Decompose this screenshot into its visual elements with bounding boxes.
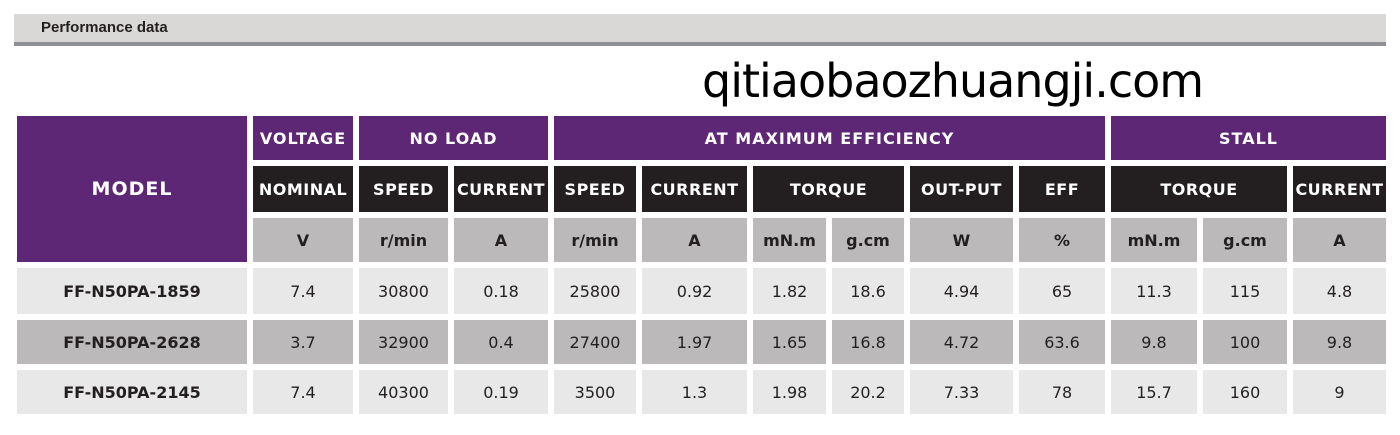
table-cell: 0.19 [454,370,548,414]
unit-cell: A [454,218,548,262]
sub-current: CURRENT [454,166,548,212]
table-cell: 4.72 [910,320,1013,364]
table-cell: 40300 [359,370,448,414]
unit-cell: W [910,218,1013,262]
unit-cell: r/min [554,218,636,262]
table-cell: 16.8 [832,320,904,364]
table-cell: 9.8 [1111,320,1197,364]
table-cell: 1.97 [642,320,747,364]
sub-eff: EFF [1019,166,1105,212]
table-cell: 4.94 [910,268,1013,314]
table-cell: 11.3 [1111,268,1197,314]
table-cell: 100 [1203,320,1287,364]
header-no-load: NO LOAD [359,116,548,160]
sub-stall-current: CURRENT [1293,166,1386,212]
sub-speed: SPEED [554,166,636,212]
table-cell: 18.6 [832,268,904,314]
watermark: qitiaobaozhuangji.com [702,54,1204,108]
table-cell: 15.7 [1111,370,1197,414]
section-title: Performance data [41,19,168,36]
table-cell: 63.6 [1019,320,1105,364]
table-cell: 27400 [554,320,636,364]
table-cell: 65 [1019,268,1105,314]
table-cell: 20.2 [832,370,904,414]
sub-stall-torque: TORQUE [1111,166,1287,212]
unit-cell: mN.m [1111,218,1197,262]
unit-cell: g.cm [832,218,904,262]
table-cell: 0.18 [454,268,548,314]
table-cell: 3.7 [253,320,353,364]
header-stall: STALL [1111,116,1386,160]
performance-table: MODEL VOLTAGE NO LOAD AT MAXIMUM EFFICIE… [17,116,1386,414]
sub-nominal: NOMINAL [253,166,353,212]
table-cell: 4.8 [1293,268,1386,314]
unit-cell: A [642,218,747,262]
table-cell: 115 [1203,268,1287,314]
table-cell: 25800 [554,268,636,314]
header-voltage: VOLTAGE [253,116,353,160]
table-cell: 78 [1019,370,1105,414]
unit-cell: A [1293,218,1386,262]
table-cell: 9 [1293,370,1386,414]
table-cell: 160 [1203,370,1287,414]
unit-cell: r/min [359,218,448,262]
table-cell: 1.3 [642,370,747,414]
sub-speed: SPEED [359,166,448,212]
table-cell: 7.4 [253,268,353,314]
table-cell: 32900 [359,320,448,364]
table-cell: 3500 [554,370,636,414]
sub-current: CURRENT [642,166,747,212]
header-model: MODEL [17,116,247,262]
table-cell: 1.65 [753,320,826,364]
model-cell: FF-N50PA-2628 [17,320,247,364]
table-cell: 7.4 [253,370,353,414]
sub-torque: TORQUE [753,166,904,212]
unit-cell: % [1019,218,1105,262]
section-title-bar: Performance data [14,14,1386,46]
unit-cell: V [253,218,353,262]
table-cell: 0.4 [454,320,548,364]
model-cell: FF-N50PA-1859 [17,268,247,314]
table-cell: 0.92 [642,268,747,314]
table-cell: 9.8 [1293,320,1386,364]
table-cell: 30800 [359,268,448,314]
model-cell: FF-N50PA-2145 [17,370,247,414]
sub-output: OUT-PUT [910,166,1013,212]
table-cell: 1.98 [753,370,826,414]
table-cell: 1.82 [753,268,826,314]
unit-cell: g.cm [1203,218,1287,262]
header-max-efficiency: AT MAXIMUM EFFICIENCY [554,116,1105,160]
table-cell: 7.33 [910,370,1013,414]
unit-cell: mN.m [753,218,826,262]
